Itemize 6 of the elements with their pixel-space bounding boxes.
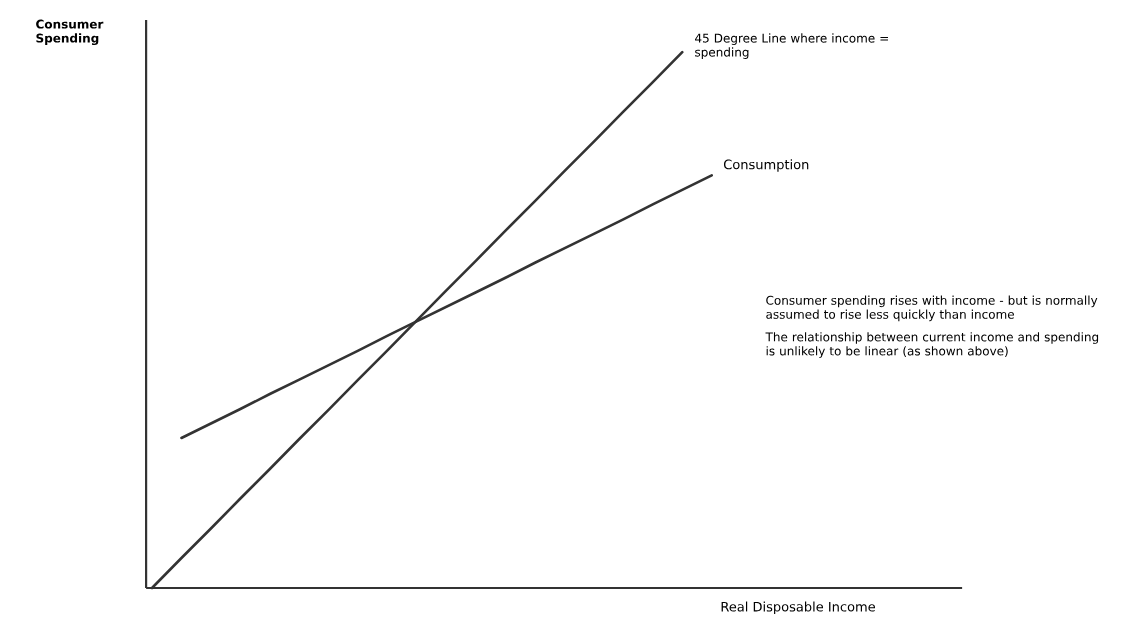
text: Consumer spending rises with income - but is normally assumed to rise less quickly than income	[766, 295, 1098, 322]
y-axis-title: Consumer Spending	[36, 19, 104, 46]
series-label: Consumption	[723, 159, 809, 172]
series-label: 45 Degree Line where income = spending	[695, 33, 888, 59]
x-axis-title: Real Disposable Income	[721, 601, 875, 615]
text: The relationship between current income and spending is unlikely to be linear (as shown above)	[765, 332, 1099, 358]
